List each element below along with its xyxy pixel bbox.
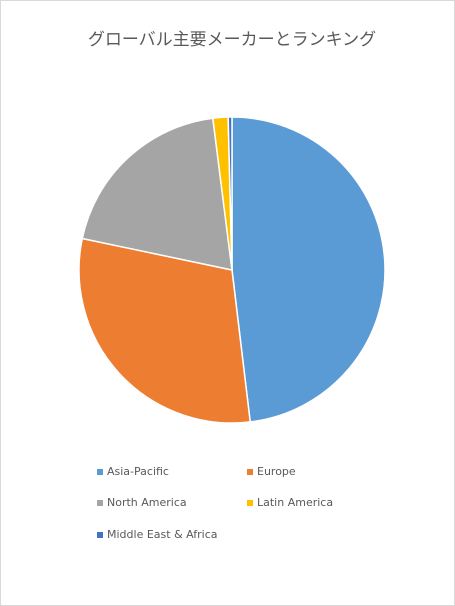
legend-label: Europe [257,465,296,478]
legend-swatch [247,469,253,475]
legend-label: Middle East & Africa [107,528,218,541]
legend-label: Latin America [257,496,333,509]
pie-slice [78,237,252,424]
legend-swatch [97,469,103,475]
chart-title: グローバル主要メーカーとランキング [88,30,376,50]
legend-swatch [97,532,103,538]
legend-label: Asia-Pacific [107,465,169,478]
pie-slice [231,116,386,423]
legend-label: North America [107,496,187,509]
pie-slice [81,117,233,271]
pie-slice [227,116,233,271]
legend-swatch [247,500,253,506]
legend-swatch [97,500,103,506]
